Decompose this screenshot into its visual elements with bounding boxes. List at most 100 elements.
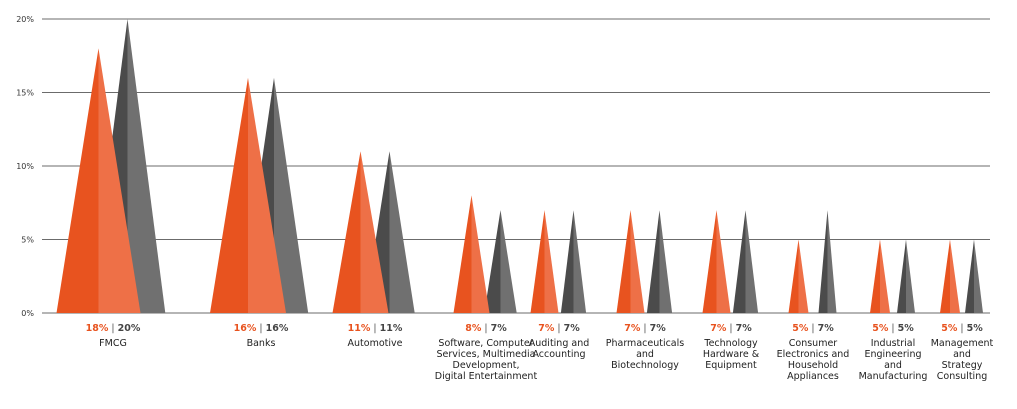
- category-label-line: Manufacturing: [859, 371, 928, 382]
- category-label: FMCG: [99, 338, 127, 349]
- peak-series-2-left-face: [560, 210, 574, 313]
- value-label: 5% | 5%: [941, 323, 983, 334]
- value-label-separator: |: [481, 323, 490, 334]
- peak-series-2-left-face: [484, 210, 501, 313]
- peak-series-2: [732, 210, 759, 313]
- category-label-line: Pharmaceuticals: [606, 338, 685, 349]
- y-axis-ticks: 0% 5% 10% 15% 20%: [16, 15, 34, 318]
- peak-series-1-right-face: [471, 195, 490, 313]
- value-label-series-1: 18%: [86, 323, 109, 334]
- peak-series-1-left-face: [702, 210, 717, 313]
- peak-series-2-right-face: [573, 210, 587, 313]
- peak-series-2: [484, 210, 517, 313]
- category-label-line: Accounting: [532, 349, 585, 360]
- value-label-series-2: 16%: [266, 323, 289, 334]
- peak-series-2: [364, 151, 415, 313]
- peak-series-2-right-face: [389, 151, 415, 313]
- value-label-separator: |: [108, 323, 117, 334]
- peak-series-1-left-face: [210, 77, 248, 313]
- peak-series-2-left-face: [965, 239, 974, 313]
- peak-series-1: [332, 151, 389, 313]
- value-label-series-1: 7%: [710, 323, 727, 334]
- value-label: 7% | 7%: [710, 323, 752, 334]
- peak-series-1-right-face: [248, 77, 286, 313]
- value-label-separator: |: [554, 323, 563, 334]
- value-label-series-2: 5%: [967, 323, 984, 334]
- value-label: 8% | 7%: [465, 323, 507, 334]
- category-label-line: Hardware &: [703, 349, 760, 360]
- value-label: 7% | 7%: [538, 323, 580, 334]
- y-tick-label: 0%: [21, 309, 34, 318]
- gridlines: [42, 18, 990, 314]
- peak-series-1-right-face: [880, 239, 890, 313]
- category-label-line: Auditing and: [529, 338, 590, 349]
- value-label-series-1: 8%: [465, 323, 482, 334]
- category-label: Banks: [247, 338, 276, 349]
- value-label-series-2: 11%: [380, 323, 403, 334]
- peak-series-1: [788, 239, 809, 313]
- category-label-line: Digital Entertainment: [435, 371, 538, 382]
- category-label-line: Equipment: [705, 360, 757, 371]
- peak-series-1: [616, 210, 645, 313]
- peak-series-2-right-face: [906, 239, 915, 313]
- category-label-line: Services, Multimedia: [437, 349, 536, 360]
- category-label-line: Banks: [247, 338, 276, 349]
- peak-series-1-left-face: [940, 239, 950, 313]
- value-label: 5% | 5%: [872, 323, 914, 334]
- value-label-series-2: 7%: [818, 323, 835, 334]
- peak-series-1-right-face: [950, 239, 960, 313]
- peak-series-1-left-face: [453, 195, 472, 313]
- value-label-series-1: 7%: [624, 323, 641, 334]
- category-label-line: Electronics and: [777, 349, 850, 360]
- category-label: Software, Computer Services, Multimedia De…: [435, 338, 538, 382]
- peak-series-1: [940, 239, 960, 313]
- value-label-series-1: 11%: [348, 323, 371, 334]
- peaks: [56, 19, 983, 314]
- peak-series-1: [702, 210, 731, 313]
- peak-series-2-right-face: [659, 210, 673, 313]
- category-label-line: Development,: [453, 360, 520, 371]
- peak-series-2: [560, 210, 587, 313]
- peak-series-2-left-face: [897, 239, 906, 313]
- peak-series-2-right-face: [274, 77, 309, 313]
- y-tick-label: 15%: [16, 89, 34, 98]
- value-label: 7% | 7%: [624, 323, 666, 334]
- category-label-line: and: [953, 349, 971, 360]
- category-label-line: Engineering: [865, 349, 922, 360]
- peak-series-1-left-face: [56, 48, 99, 314]
- peak-series-2-right-face: [127, 19, 166, 313]
- peak-series-1-right-face: [98, 48, 141, 314]
- peak-series-2-left-face: [364, 151, 390, 313]
- peak-series-2-right-face: [974, 239, 983, 313]
- peak-series-1-left-face: [530, 210, 545, 313]
- peak-series-2-right-face: [745, 210, 759, 313]
- y-tick-label: 5%: [21, 236, 34, 245]
- value-label-separator: |: [726, 323, 735, 334]
- category-label-line: Technology: [703, 338, 758, 349]
- value-label: 11% | 11%: [348, 323, 403, 334]
- category-label: Pharmaceuticals and Biotechnology: [606, 338, 685, 371]
- peak-series-2-left-face: [646, 210, 660, 313]
- value-label: 18% | 20%: [86, 323, 141, 334]
- value-label: 16% | 16%: [234, 323, 289, 334]
- peak-series-1-right-face: [716, 210, 731, 313]
- peak-series-2-right-face: [500, 210, 517, 313]
- peak-series-2-left-face: [732, 210, 746, 313]
- value-label-separator: |: [256, 323, 265, 334]
- category-label-line: and: [636, 349, 654, 360]
- value-label-series-2: 7%: [736, 323, 753, 334]
- value-labels: 18% | 20% 16% | 16% 11% | 11% 8% | 7% 7% | 7…: [86, 323, 984, 334]
- peak-series-2: [897, 239, 915, 313]
- peak-series-1: [870, 239, 890, 313]
- category-label-line: Strategy: [942, 360, 983, 371]
- peak-series-1: [210, 77, 286, 313]
- category-label-line: Software, Computer: [438, 338, 533, 349]
- value-label-separator: |: [640, 323, 649, 334]
- peak-series-1-left-face: [332, 151, 361, 313]
- value-label-series-1: 5%: [872, 323, 889, 334]
- category-label-line: Consumer: [789, 338, 838, 349]
- peak-series-1-right-face: [544, 210, 559, 313]
- peak-series-2: [646, 210, 673, 313]
- value-label-separator: |: [370, 323, 379, 334]
- category-label-line: Automotive: [348, 338, 403, 349]
